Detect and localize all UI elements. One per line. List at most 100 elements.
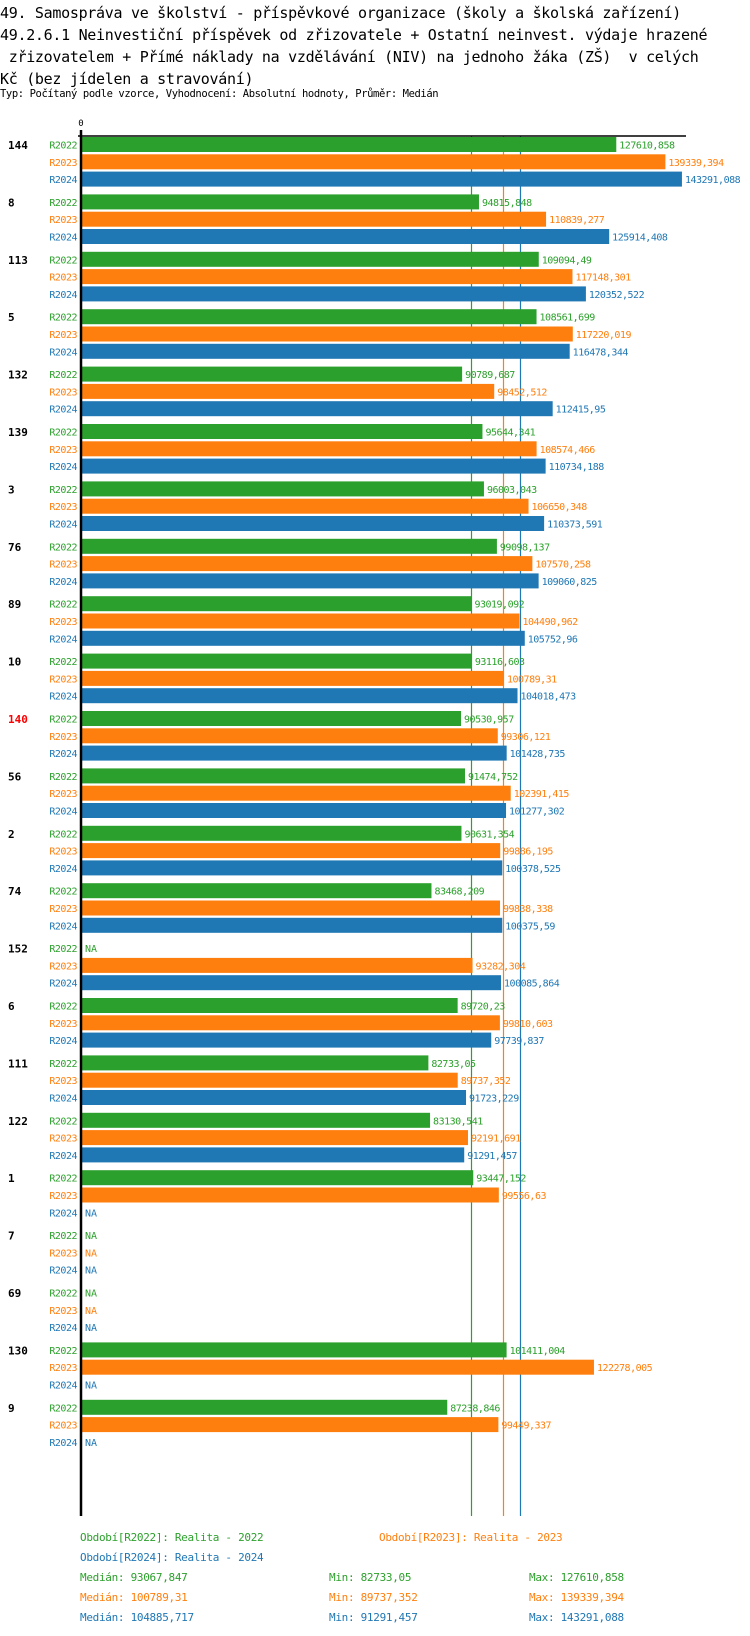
series-label: R2022: [49, 887, 77, 898]
bar-r2023: [82, 498, 529, 514]
na-label: NA: [85, 1323, 97, 1334]
series-label: R2023: [49, 1076, 77, 1087]
value-label: 139339,394: [668, 158, 724, 169]
bar-r2022: [82, 653, 472, 669]
legend-period-r2024: Období[R2024]: Realita - 2024: [80, 1551, 264, 1564]
category-label: 3: [8, 483, 15, 496]
series-label: R2024: [49, 921, 77, 932]
bar-r2022: [82, 1170, 474, 1186]
value-label: 109060,825: [542, 577, 598, 588]
bar-r2022: [82, 538, 497, 554]
bar-r2022: [82, 1399, 448, 1415]
value-label: 110734,188: [549, 462, 605, 473]
value-label: 110373,591: [547, 520, 603, 531]
series-label: R2022: [49, 141, 77, 152]
value-label: 95644,341: [485, 428, 535, 439]
bar-r2022: [82, 194, 479, 210]
value-label: 104018,473: [521, 692, 577, 703]
bar-r2023: [82, 1130, 468, 1146]
value-label: 94815,848: [482, 198, 532, 209]
value-label: 108574,466: [540, 445, 596, 456]
value-label: 99886,195: [503, 847, 553, 858]
bar-r2022: [82, 1342, 507, 1358]
series-label: R2023: [49, 732, 77, 743]
category-label: 144: [8, 139, 28, 152]
bar-r2024: [82, 688, 518, 704]
value-label: 99449,337: [501, 1421, 551, 1432]
series-label: R2023: [49, 215, 77, 226]
series-label: R2024: [49, 1323, 77, 1334]
value-label: 107570,258: [535, 560, 591, 571]
category-label: 6: [8, 1000, 15, 1013]
value-label: 91723,229: [469, 1094, 519, 1105]
series-label: R2024: [49, 347, 77, 358]
series-label: R2022: [49, 772, 77, 783]
bar-r2024: [82, 917, 503, 933]
value-label: 82733,05: [431, 1059, 476, 1070]
series-label: R2023: [49, 158, 77, 169]
value-label: 87238,846: [450, 1403, 500, 1414]
series-label: R2022: [49, 255, 77, 266]
series-label: R2023: [49, 1019, 77, 1030]
value-label: 83130,541: [433, 1116, 483, 1127]
bar-r2022: [82, 1055, 429, 1071]
series-label: R2022: [49, 944, 77, 955]
value-label: 90631,354: [464, 829, 514, 840]
bar-r2024: [82, 229, 610, 244]
category-label: 139: [8, 426, 28, 439]
series-label: R2023: [49, 560, 77, 571]
bar-r2023: [82, 326, 573, 342]
series-label: R2024: [49, 1036, 77, 1047]
bar-r2022: [82, 883, 432, 899]
bar-r2024: [82, 573, 539, 589]
bar-r2024: [82, 975, 502, 991]
bar-r2023: [82, 670, 504, 686]
bar-r2022: [82, 711, 462, 726]
legend-min-r2023: Min: 89737,352: [329, 1591, 418, 1604]
category-label: 122: [8, 1115, 28, 1128]
bar-r2023: [82, 613, 520, 629]
series-label: R2022: [49, 1231, 77, 1242]
series-label: R2023: [49, 1421, 77, 1432]
legend-max-r2024: Max: 143291,088: [529, 1611, 624, 1624]
bar-r2024: [82, 1032, 492, 1048]
bar-r2024: [82, 171, 682, 187]
bar-r2022: [82, 137, 617, 152]
na-label: NA: [85, 1231, 97, 1242]
legend-period-r2023: Období[R2023]: Realita - 2023: [379, 1531, 563, 1544]
value-label: 89720,23: [461, 1002, 506, 1013]
legend-min-r2024: Min: 91291,457: [329, 1611, 418, 1624]
bar-r2023: [82, 383, 495, 399]
chart-title-line-4: Kč (bez jídelen a stravování): [0, 70, 254, 88]
series-label: R2024: [49, 290, 77, 301]
bar-r2022: [82, 596, 472, 612]
legend-min-r2022: Min: 82733,05: [329, 1571, 412, 1584]
bar-r2023: [82, 211, 547, 227]
series-label: R2024: [49, 1438, 77, 1449]
bar-r2024: [82, 286, 586, 302]
value-label: 97739,837: [494, 1036, 544, 1047]
value-label: 91474,752: [468, 772, 518, 783]
value-label: 92191,691: [471, 1134, 521, 1145]
bar-r2023: [82, 1359, 594, 1375]
series-label: R2023: [49, 617, 77, 628]
value-label: 109094,49: [542, 255, 592, 266]
series-label: R2024: [49, 1381, 77, 1392]
series-label: R2023: [49, 1306, 77, 1317]
value-label: 117148,301: [575, 273, 631, 284]
series-label: R2024: [49, 1151, 77, 1162]
category-label: 113: [8, 254, 28, 267]
series-label: R2023: [49, 674, 77, 685]
series-label: R2023: [49, 387, 77, 398]
series-label: R2023: [49, 961, 77, 972]
value-label: 89737,352: [461, 1076, 511, 1087]
bar-r2022: [82, 768, 465, 784]
bar-r2023: [82, 556, 533, 572]
series-label: R2024: [49, 1266, 77, 1277]
series-label: R2023: [49, 904, 77, 915]
na-label: NA: [85, 1438, 97, 1449]
series-label: R2023: [49, 502, 77, 513]
series-label: R2022: [49, 829, 77, 840]
series-label: R2024: [49, 1208, 77, 1219]
series-label: R2024: [49, 175, 77, 186]
